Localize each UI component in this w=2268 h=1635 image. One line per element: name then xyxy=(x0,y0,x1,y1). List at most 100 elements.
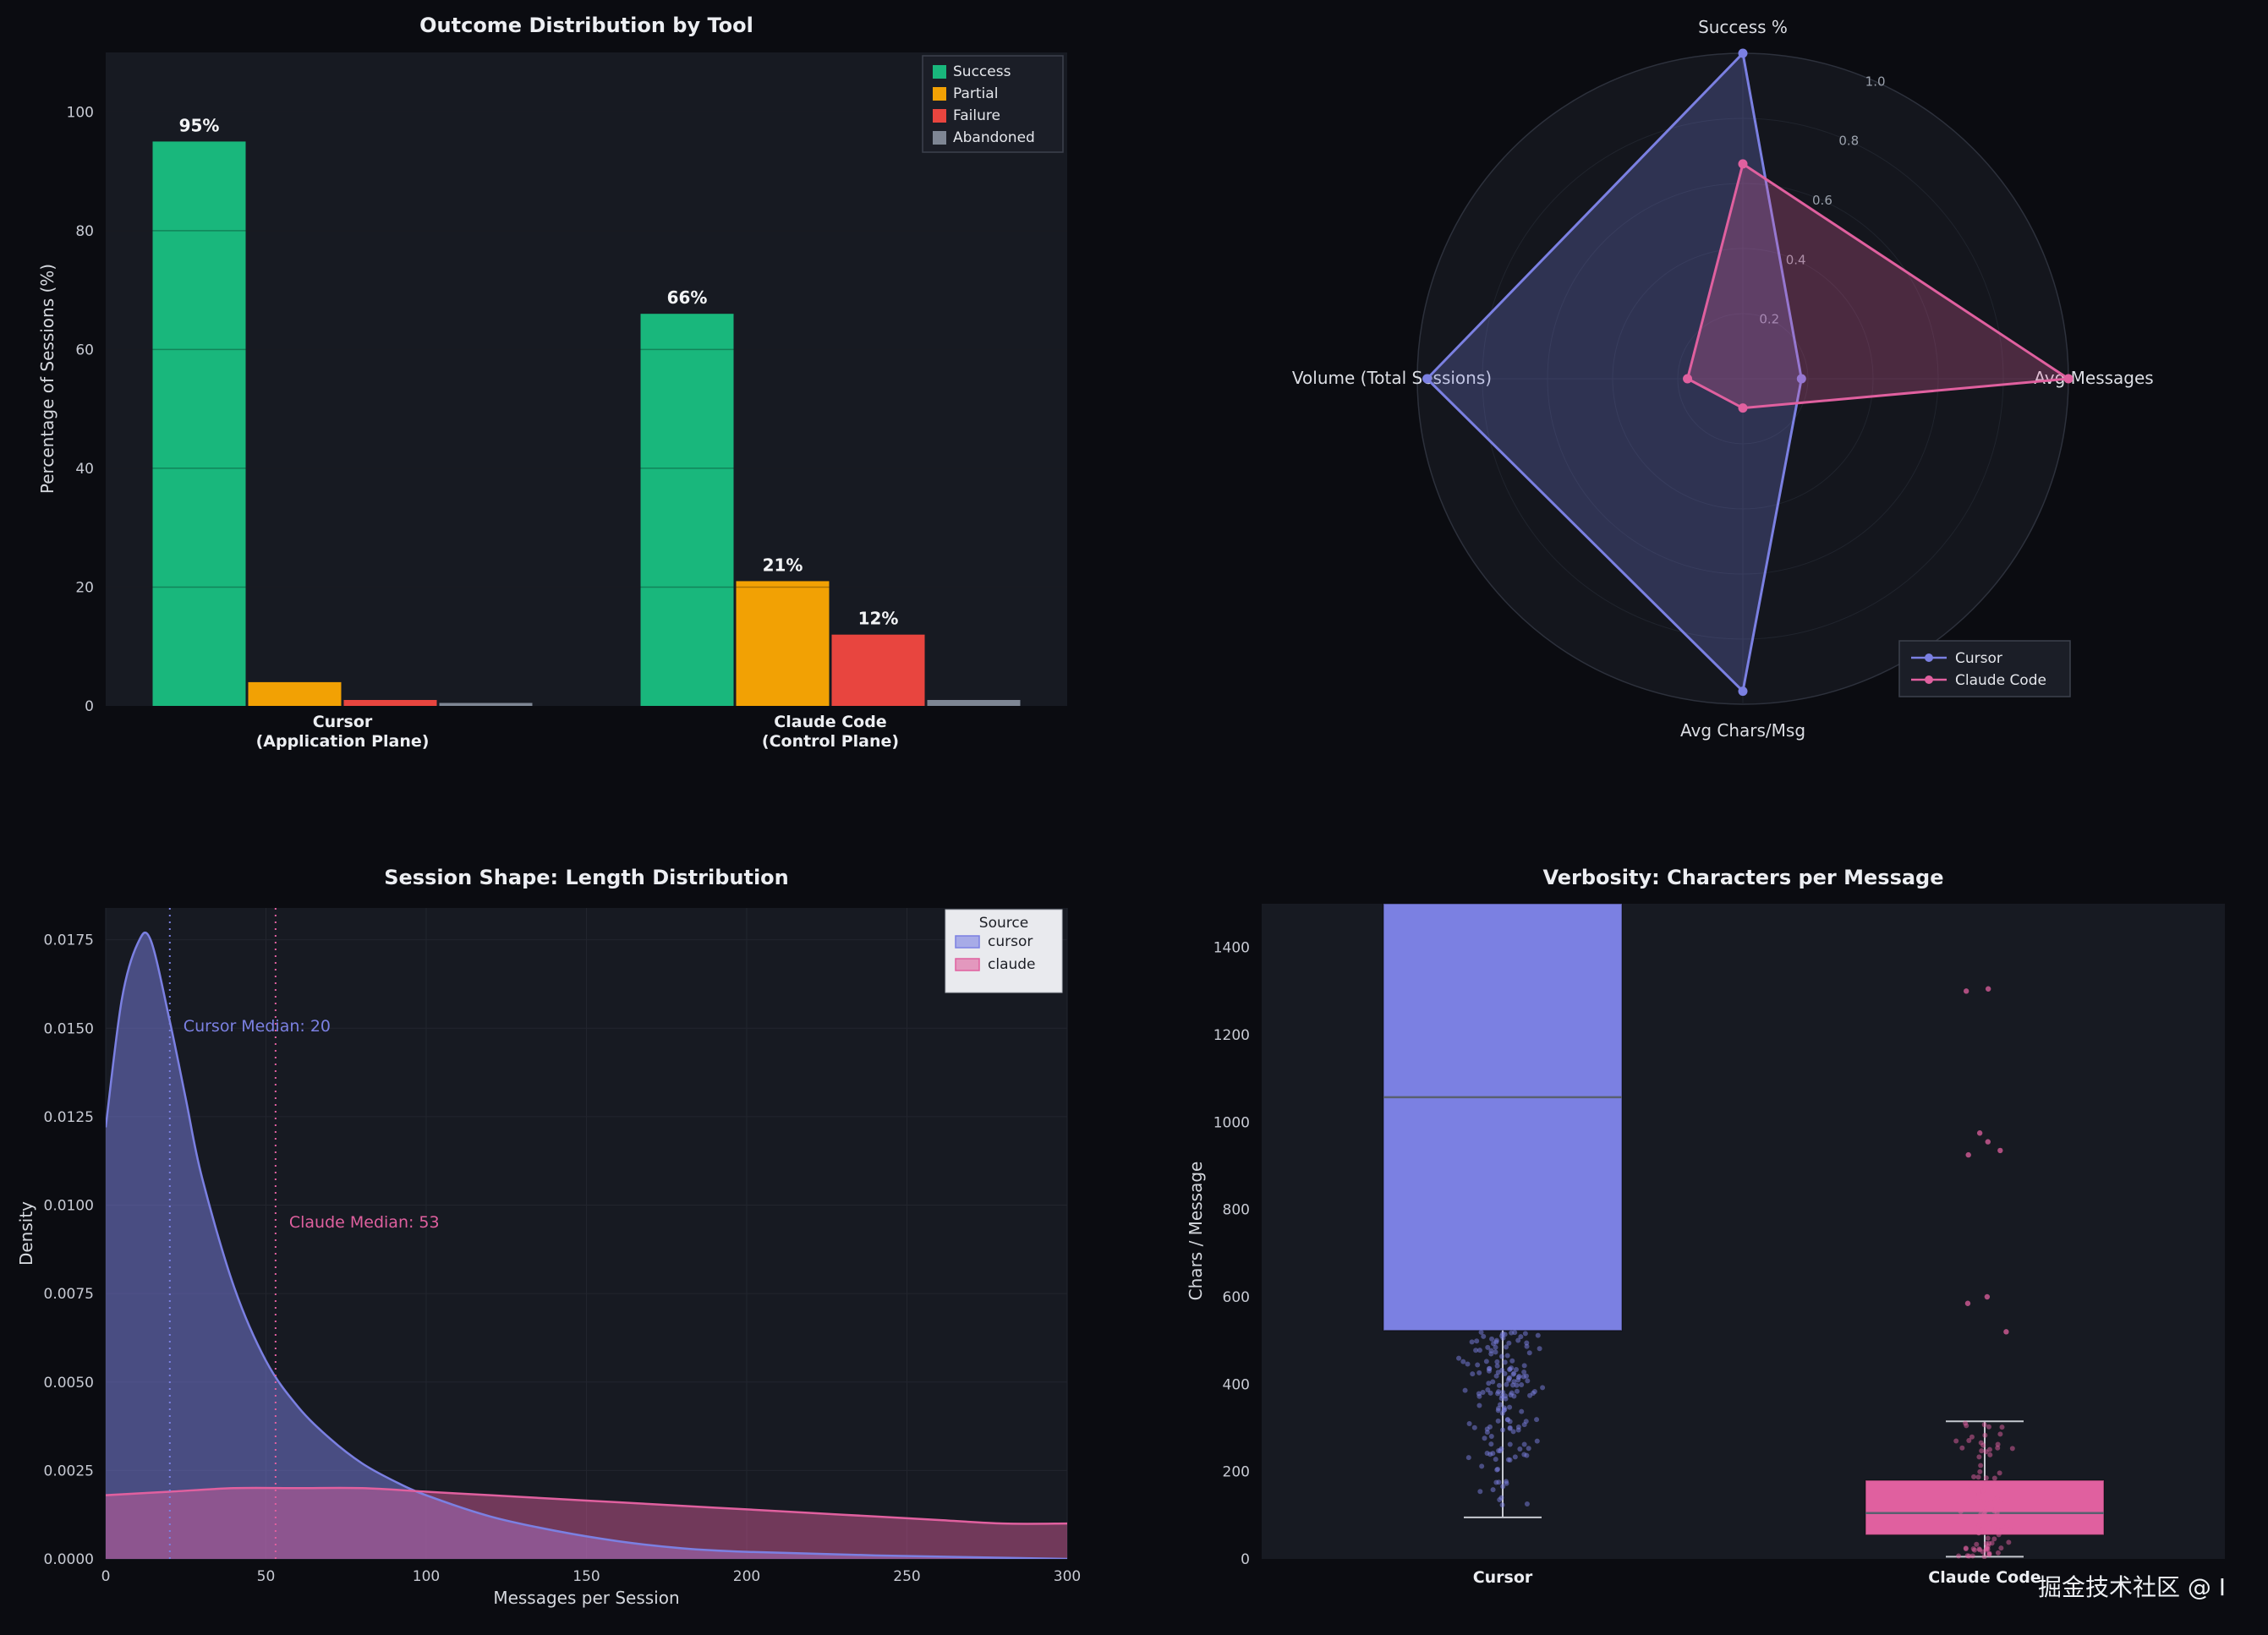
radar-legend: Cursor Claude Code xyxy=(1898,640,2071,697)
bar-partial-0 xyxy=(248,681,342,706)
legend-swatch-claude xyxy=(955,958,980,971)
density-y-tick: 0.0100 xyxy=(44,1198,94,1215)
density-x-axis-label: Messages per Session xyxy=(493,1588,680,1608)
box-category-label: Claude Code xyxy=(1928,1568,2041,1587)
legend-swatch-abandoned xyxy=(933,131,946,145)
density-x-tick: 0 xyxy=(101,1568,111,1585)
density-y-tick: 0.0150 xyxy=(44,1020,94,1037)
density-chart-title: Session Shape: Length Distribution xyxy=(384,866,789,889)
bar-y-tick: 60 xyxy=(75,342,94,358)
bar-category-label: Claude Code xyxy=(774,713,886,731)
density-y-axis-label: Density xyxy=(16,1200,36,1266)
radar-chart-canvas: 0.2 0.4 0.6 0.8 1.0 Success % Avg Messages Avg … xyxy=(1292,17,2154,741)
median-annotation: Claude Median: 53 xyxy=(289,1213,440,1232)
radar-r-tick: 0.4 xyxy=(1786,252,1806,267)
radar-r-tick: 0.8 xyxy=(1838,134,1859,149)
legend-label: Cursor xyxy=(1955,650,2002,667)
box-y-tick: 1200 xyxy=(1213,1027,1250,1044)
density-x-tick: 250 xyxy=(893,1568,920,1585)
bar-legend: Success Partial Failure Abandoned xyxy=(922,55,1064,153)
density-x-tick: 200 xyxy=(733,1568,760,1585)
density-x-tick: 50 xyxy=(257,1568,276,1585)
bar-y-tick: 40 xyxy=(75,461,94,478)
tool-radar-panel: 0.2 0.4 0.6 0.8 1.0 Success % Avg Messages Avg … xyxy=(1134,0,2268,828)
bar-success-1 xyxy=(640,314,734,706)
legend-label: Success xyxy=(953,63,1011,80)
box-series xyxy=(1383,904,2105,1559)
density-y-tick: 0.0125 xyxy=(44,1109,94,1126)
bar-abandoned-0 xyxy=(439,703,533,706)
bar-failure-1 xyxy=(831,634,925,706)
box-rect xyxy=(1383,904,1623,1332)
box-y-tick: 200 xyxy=(1223,1464,1250,1481)
bar-y-tick: 80 xyxy=(75,223,94,240)
bar-abandoned-1 xyxy=(927,699,1021,706)
legend-title: Source xyxy=(979,915,1028,932)
legend-label: Partial xyxy=(953,85,998,102)
box-rect xyxy=(1865,1479,2105,1536)
bar-success-0 xyxy=(152,141,246,707)
svg-text:12%: 12% xyxy=(858,609,899,629)
bar-chart-canvas: 95% 66% 21% 12% 0 20 40 60 80 100 Cursor(Applicati… xyxy=(67,52,1067,751)
density-y-tick: 0.0075 xyxy=(44,1286,94,1303)
bar-category-sublabel: (Application Plane) xyxy=(256,732,430,751)
density-curves xyxy=(106,931,1067,1559)
bar-series xyxy=(152,141,1021,707)
density-y-tick: 0.0000 xyxy=(44,1551,94,1568)
radar-axis-success: Success % xyxy=(1698,17,1788,37)
box-y-tick: 1000 xyxy=(1213,1114,1250,1131)
session-length-panel: Session Shape: Length Distribution Densi… xyxy=(0,828,1134,1635)
box-y-tick: 400 xyxy=(1223,1376,1250,1393)
density-fill-cursor xyxy=(106,932,1067,1559)
box-y-tick: 800 xyxy=(1223,1202,1250,1219)
legend-label: Failure xyxy=(953,107,1000,124)
legend-label: claude xyxy=(988,956,1036,973)
bar-partial-1 xyxy=(736,581,830,706)
radar-r-tick: 0.2 xyxy=(1759,312,1779,327)
bar-value-labels: 95% 66% 21% 12% xyxy=(179,115,899,628)
box-y-tick: 1400 xyxy=(1213,940,1250,957)
radar-axis-avg-chars: Avg Chars/Msg xyxy=(1680,720,1805,741)
legend-swatch-partial xyxy=(933,87,946,101)
outcome-bar-panel: Outcome Distribution by Tool Percentage … xyxy=(0,0,1134,828)
legend-swatch-success xyxy=(933,65,946,79)
legend-label: cursor xyxy=(988,933,1033,950)
box-chart-title: Verbosity: Characters per Message xyxy=(1542,866,1944,889)
watermark: 掘金技术社区 @ I xyxy=(2037,1573,2226,1601)
density-y-tick: 0.0175 xyxy=(44,932,94,949)
verbosity-box-panel: Verbosity: Characters per Message Chars … xyxy=(1134,828,2268,1635)
box-y-tick: 0 xyxy=(1241,1551,1250,1568)
box-claude-code xyxy=(1865,986,2105,1559)
radar-axis-avg-messages: Avg Messages xyxy=(2034,368,2153,388)
density-fill-claude xyxy=(106,1487,1067,1559)
radar-series-claude-code xyxy=(1683,159,2074,413)
bar-plot-area xyxy=(106,52,1067,706)
svg-text:95%: 95% xyxy=(179,115,220,135)
density-y-tick: 0.0050 xyxy=(44,1375,94,1392)
box-y-axis-label: Chars / Message xyxy=(1186,1161,1206,1301)
legend-label: Claude Code xyxy=(1955,672,2046,689)
density-line-claude xyxy=(106,1486,1067,1525)
box-y-tick: 600 xyxy=(1223,1289,1250,1306)
box-chart-canvas: 0 200 400 600 800 1000 1200 1400 Cursor Claude Co… xyxy=(1213,904,2225,1587)
bar-category-label: Cursor xyxy=(313,713,373,731)
radar-r-tick: 1.0 xyxy=(1865,74,1886,89)
box-cursor xyxy=(1383,904,1623,1518)
bar-y-tick: 20 xyxy=(75,579,94,596)
bar-category-sublabel: (Control Plane) xyxy=(762,732,899,751)
bar-failure-0 xyxy=(343,699,437,706)
legend-swatch-failure xyxy=(933,109,946,123)
bar-y-axis-label: Percentage of Sessions (%) xyxy=(37,263,58,495)
bar-y-tick: 100 xyxy=(67,104,94,121)
legend-label: Abandoned xyxy=(953,129,1035,146)
density-x-tick: 100 xyxy=(413,1568,440,1585)
median-annotation: Cursor Median: 20 xyxy=(184,1017,331,1036)
bar-chart-title: Outcome Distribution by Tool xyxy=(419,14,753,37)
svg-text:21%: 21% xyxy=(763,555,803,575)
density-y-tick: 0.0025 xyxy=(44,1463,94,1479)
radar-r-tick: 0.6 xyxy=(1812,193,1832,208)
density-x-tick: 300 xyxy=(1054,1568,1081,1585)
box-category-label: Cursor xyxy=(1473,1568,1533,1587)
